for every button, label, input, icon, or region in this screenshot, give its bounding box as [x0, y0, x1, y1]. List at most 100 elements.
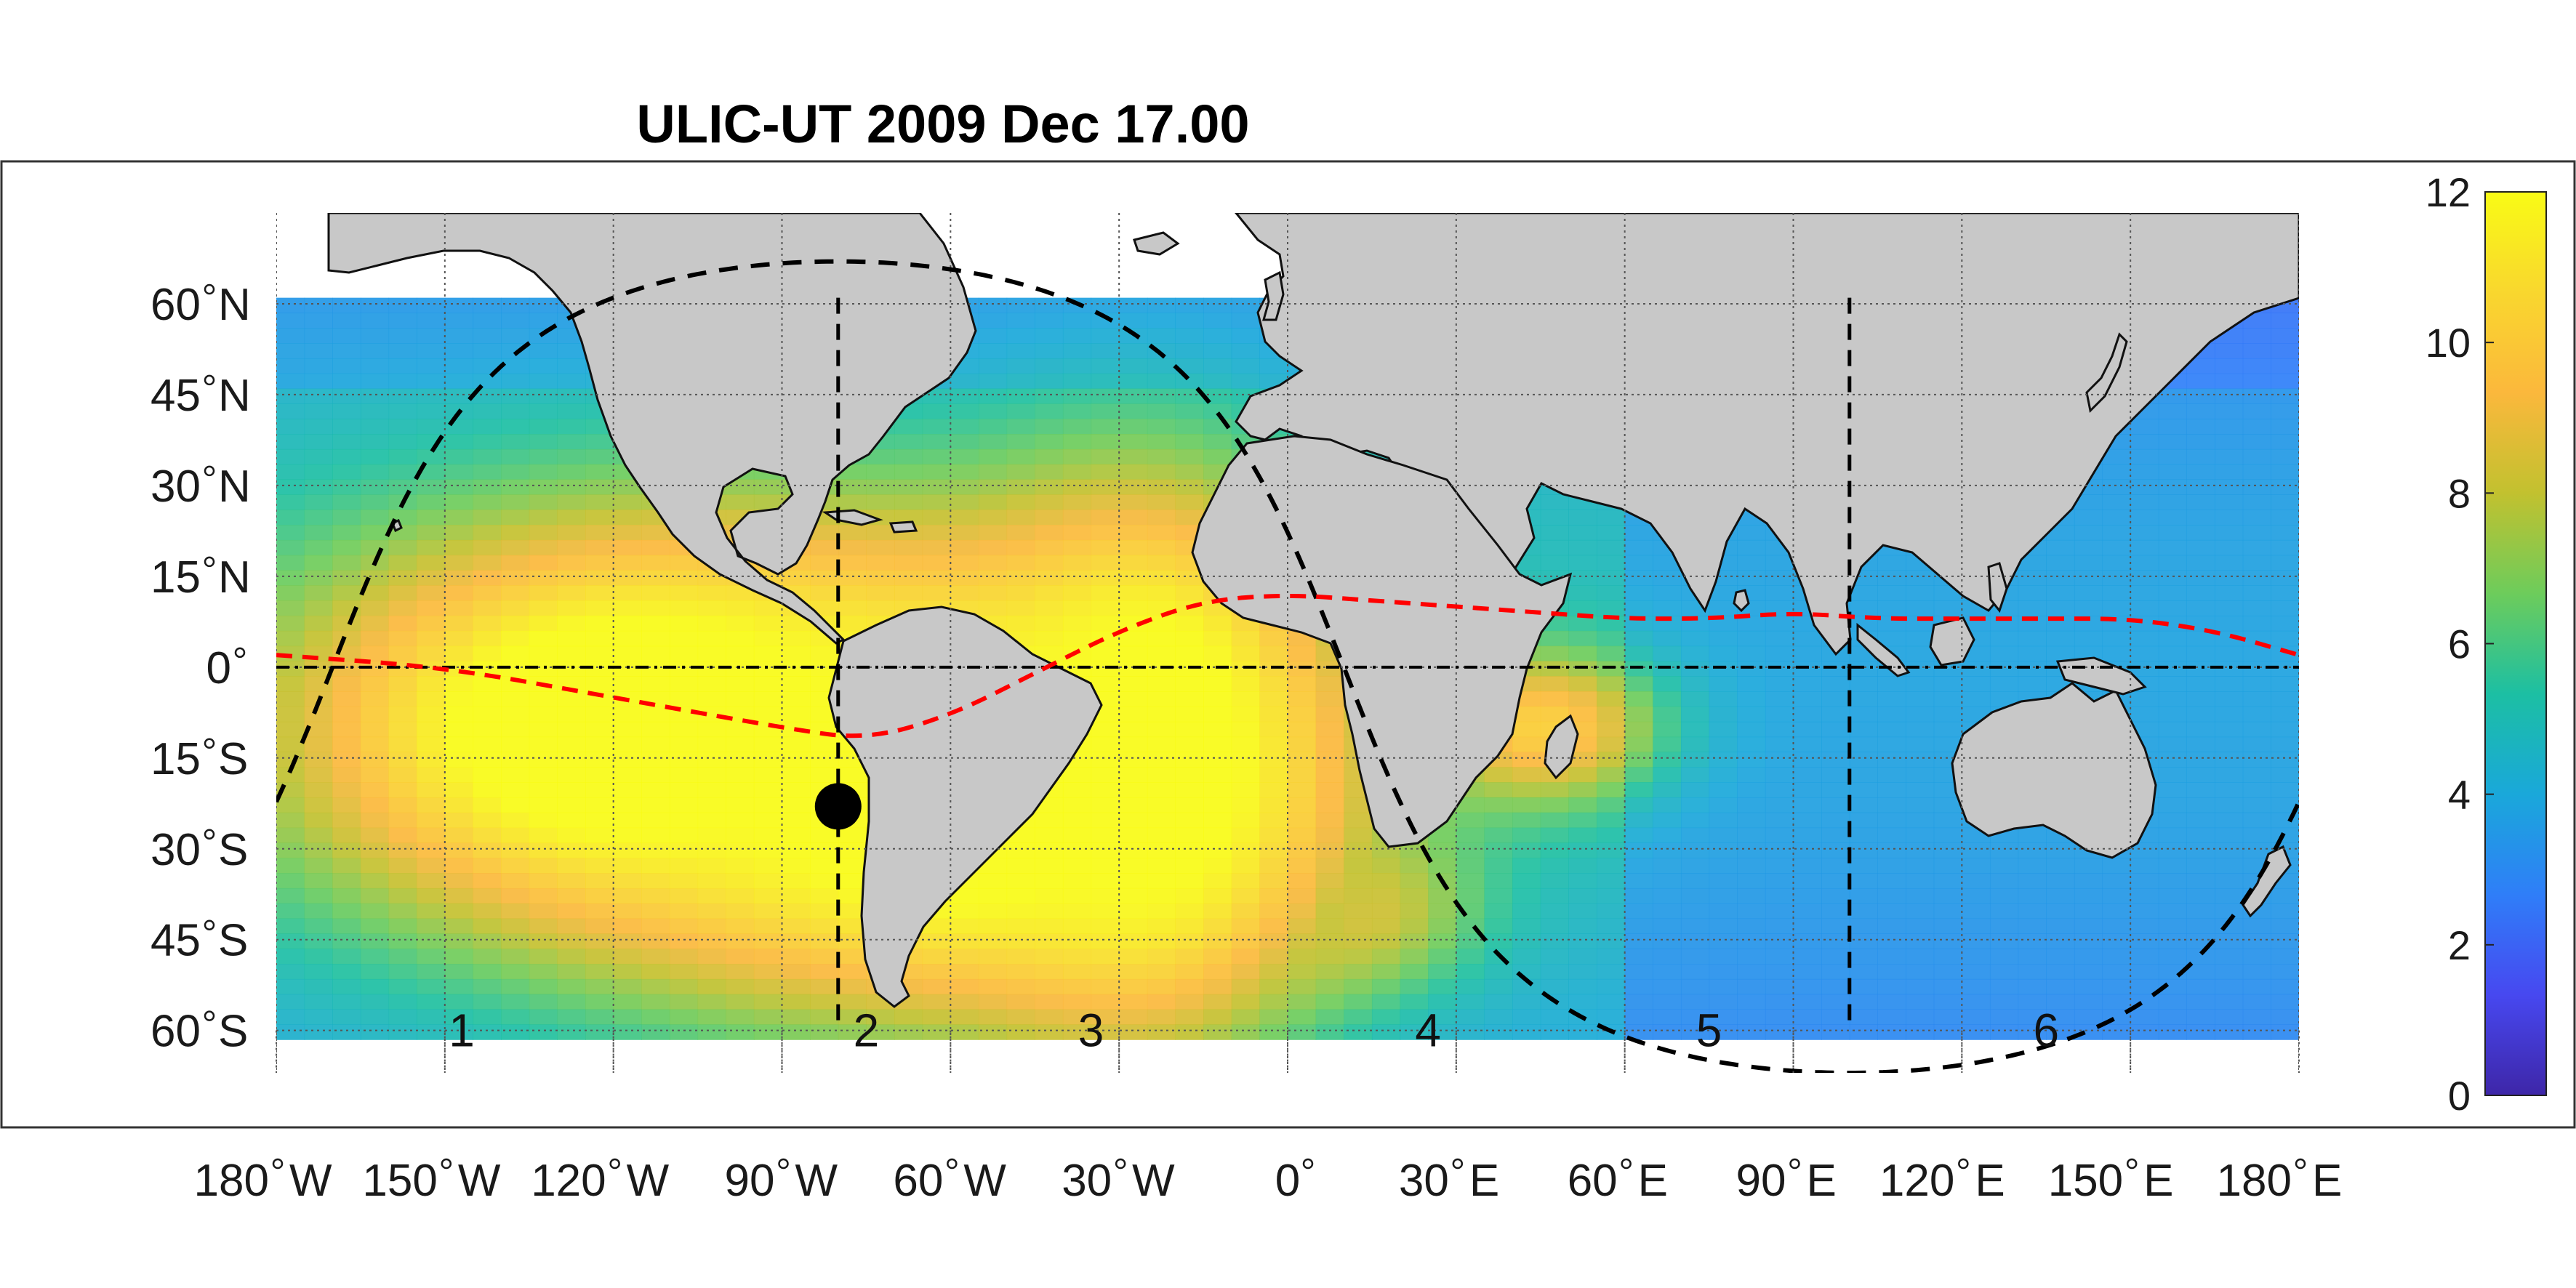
- heatmap-cell: [501, 903, 530, 919]
- heatmap-cell: [1484, 994, 1513, 1010]
- heatmap-cell: [360, 479, 390, 495]
- heatmap-cell: [501, 494, 530, 510]
- heatmap-cell: [2018, 585, 2047, 601]
- heatmap-cell: [557, 494, 586, 510]
- heatmap-cell: [1175, 752, 1204, 768]
- heatmap-cell: [1597, 645, 1626, 662]
- heatmap-cell: [753, 479, 783, 495]
- heatmap-cell: [585, 645, 614, 662]
- heatmap-cell: [304, 600, 333, 616]
- heatmap-cell: [1653, 1009, 1682, 1025]
- heatmap-cell: [473, 1024, 502, 1040]
- heatmap-cell: [557, 419, 586, 435]
- heatmap-cell: [2102, 964, 2131, 980]
- heatmap-cell: [2271, 630, 2299, 647]
- heatmap-cell: [753, 918, 783, 934]
- heatmap-cell: [1568, 903, 1597, 919]
- heatmap-cell: [978, 525, 1008, 541]
- heatmap-cell: [1231, 630, 1260, 647]
- heatmap-cell: [276, 494, 305, 510]
- heatmap-cell: [1035, 388, 1064, 405]
- heatmap-cell: [2186, 949, 2215, 965]
- heatmap-cell: [1989, 994, 2019, 1010]
- heatmap-cell: [473, 661, 502, 677]
- heatmap-cell: [1512, 858, 1541, 874]
- heatmap-cell: [2271, 1009, 2299, 1025]
- heatmap-cell: [2186, 373, 2215, 390]
- heatmap-cell: [922, 525, 951, 541]
- heatmap-cell: [2271, 510, 2299, 526]
- heatmap-cell: [417, 645, 446, 662]
- longitude-tick-number: 60: [1568, 1156, 1618, 1206]
- heatmap-cell: [2242, 494, 2271, 510]
- heatmap-cell: [1709, 949, 1738, 965]
- heatmap-cell: [2215, 661, 2244, 677]
- heatmap-cell: [501, 403, 530, 419]
- heatmap-cell: [1231, 933, 1260, 949]
- heatmap-cell: [978, 903, 1008, 919]
- heatmap-cell: [2186, 388, 2215, 405]
- heatmap-cell: [1624, 691, 1653, 707]
- heatmap-cell: [2018, 842, 2047, 858]
- heatmap-cell: [557, 767, 586, 783]
- heatmap-cell: [2158, 464, 2188, 480]
- heatmap-cell: [1597, 812, 1626, 829]
- heatmap-cell: [810, 903, 839, 919]
- heatmap-cell: [1006, 297, 1035, 314]
- heatmap-cell: [1062, 448, 1092, 465]
- heatmap-cell: [1989, 964, 2019, 980]
- heatmap-cell: [529, 600, 558, 616]
- heatmap-cell: [417, 419, 446, 435]
- heatmap-cell: [1456, 1024, 1485, 1040]
- heatmap-cell: [726, 721, 755, 738]
- heatmap-cell: [388, 767, 417, 783]
- heatmap-cell: [2215, 645, 2244, 662]
- heatmap-cell: [2242, 767, 2271, 783]
- heatmap-cell: [1175, 403, 1204, 419]
- heatmap-cell: [501, 510, 530, 526]
- heatmap-cell: [2242, 1024, 2271, 1040]
- heatmap-cell: [1456, 812, 1485, 829]
- heatmap-cell: [1175, 918, 1204, 934]
- heatmap-cell: [2158, 510, 2188, 526]
- heatmap-cell: [1203, 752, 1232, 768]
- heatmap-cell: [1793, 842, 1822, 858]
- heatmap-cell: [444, 328, 474, 344]
- heatmap-cell: [641, 1024, 670, 1040]
- heatmap-cell: [613, 736, 642, 753]
- heatmap-cell: [2074, 964, 2103, 980]
- heatmap-cell: [276, 887, 305, 904]
- heatmap-cell: [1989, 903, 2019, 919]
- heatmap-cell: [557, 721, 586, 738]
- heatmap-cell: [2186, 434, 2215, 450]
- heatmap-cell: [529, 555, 558, 571]
- heatmap-cell: [2215, 782, 2244, 798]
- heatmap-cell: [2271, 313, 2299, 329]
- heatmap-cell: [1793, 812, 1822, 829]
- heatmap-cell: [1315, 721, 1344, 738]
- heatmap-cell: [697, 797, 726, 813]
- heatmap-cell: [2158, 448, 2188, 465]
- heatmap-cell: [2271, 676, 2299, 692]
- heatmap-cell: [1680, 887, 1710, 904]
- subsolar-point-marker: [814, 783, 862, 830]
- heatmap-cell: [2074, 994, 2103, 1010]
- heatmap-cell: [388, 978, 417, 995]
- heatmap-cell: [2074, 539, 2103, 556]
- heatmap-cell: [1821, 918, 1850, 934]
- heatmap-cell: [1737, 616, 1766, 632]
- heatmap-cell: [1175, 328, 1204, 344]
- longitude-tick: 150 W: [362, 1156, 500, 1206]
- heatmap-cell: [1597, 918, 1626, 934]
- heatmap-cell: [473, 328, 502, 344]
- heatmap-cell: [304, 812, 333, 829]
- heatmap-cell: [1062, 630, 1092, 647]
- heatmap-cell: [360, 949, 390, 965]
- longitude-tick-number: 90: [725, 1156, 775, 1206]
- heatmap-cell: [388, 570, 417, 586]
- heatmap-cell: [950, 555, 979, 571]
- heatmap-cell: [557, 358, 586, 374]
- heatmap-cell: [1062, 964, 1092, 980]
- heatmap-cell: [444, 767, 474, 783]
- heatmap-cell: [388, 887, 417, 904]
